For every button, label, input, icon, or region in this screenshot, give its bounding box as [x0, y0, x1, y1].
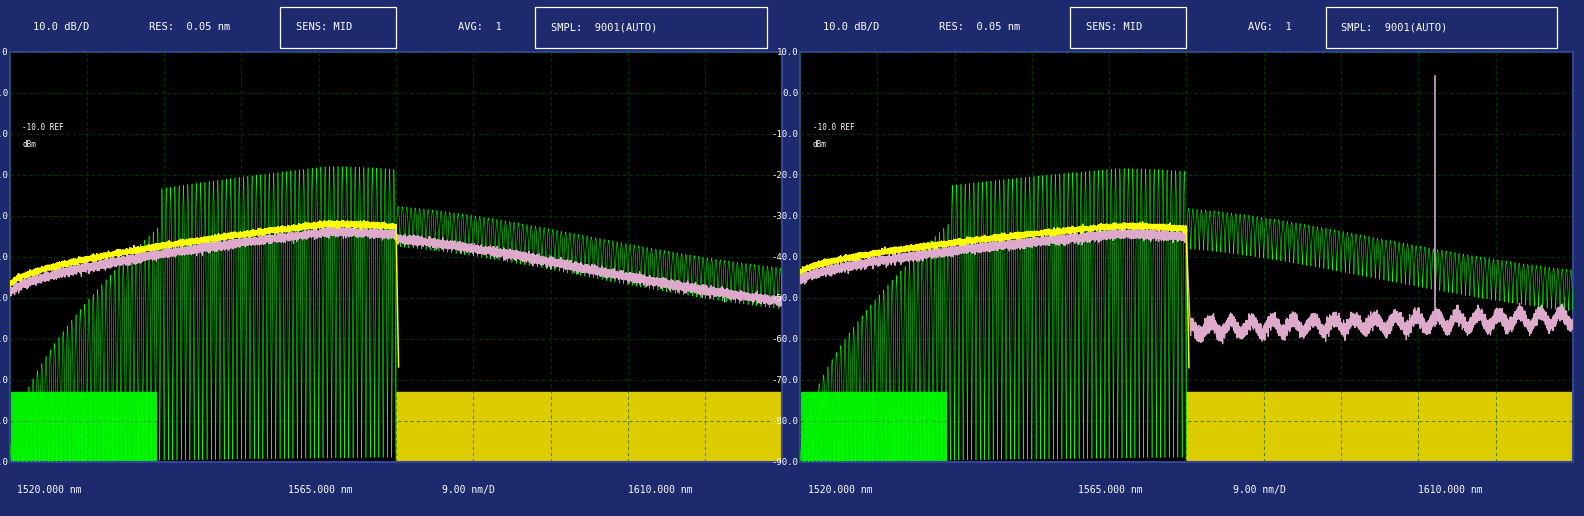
Text: -10.0 REF: -10.0 REF — [22, 123, 63, 132]
Text: 10.0 dB/D: 10.0 dB/D — [33, 22, 89, 32]
Text: dBm: dBm — [22, 140, 36, 149]
Text: dBm: dBm — [813, 140, 827, 149]
Text: -10.0 REF: -10.0 REF — [813, 123, 854, 132]
Text: AVG:  1: AVG: 1 — [458, 22, 502, 32]
Text: RES:  0.05 nm: RES: 0.05 nm — [149, 22, 230, 32]
Bar — [535, 7, 767, 47]
Bar — [280, 7, 396, 47]
Text: 9.00 nm/D: 9.00 nm/D — [442, 485, 496, 495]
Text: 1565.000 nm: 1565.000 nm — [1079, 485, 1142, 495]
Text: RES:  0.05 nm: RES: 0.05 nm — [939, 22, 1020, 32]
Text: 1520.000 nm: 1520.000 nm — [17, 485, 82, 495]
Text: 1610.000 nm: 1610.000 nm — [1418, 485, 1483, 495]
Bar — [1326, 7, 1557, 47]
Text: 1520.000 nm: 1520.000 nm — [808, 485, 873, 495]
Bar — [1071, 7, 1186, 47]
Text: AVG:  1: AVG: 1 — [1248, 22, 1293, 32]
Text: 1565.000 nm: 1565.000 nm — [288, 485, 352, 495]
Text: SENS: MID: SENS: MID — [296, 22, 352, 32]
Text: 9.00 nm/D: 9.00 nm/D — [1232, 485, 1286, 495]
Text: 10.0 dB/D: 10.0 dB/D — [824, 22, 879, 32]
Text: SMPL:  9001(AUTO): SMPL: 9001(AUTO) — [551, 22, 657, 32]
Text: SENS: MID: SENS: MID — [1087, 22, 1142, 32]
Text: SMPL:  9001(AUTO): SMPL: 9001(AUTO) — [1342, 22, 1448, 32]
Text: 1610.000 nm: 1610.000 nm — [627, 485, 692, 495]
